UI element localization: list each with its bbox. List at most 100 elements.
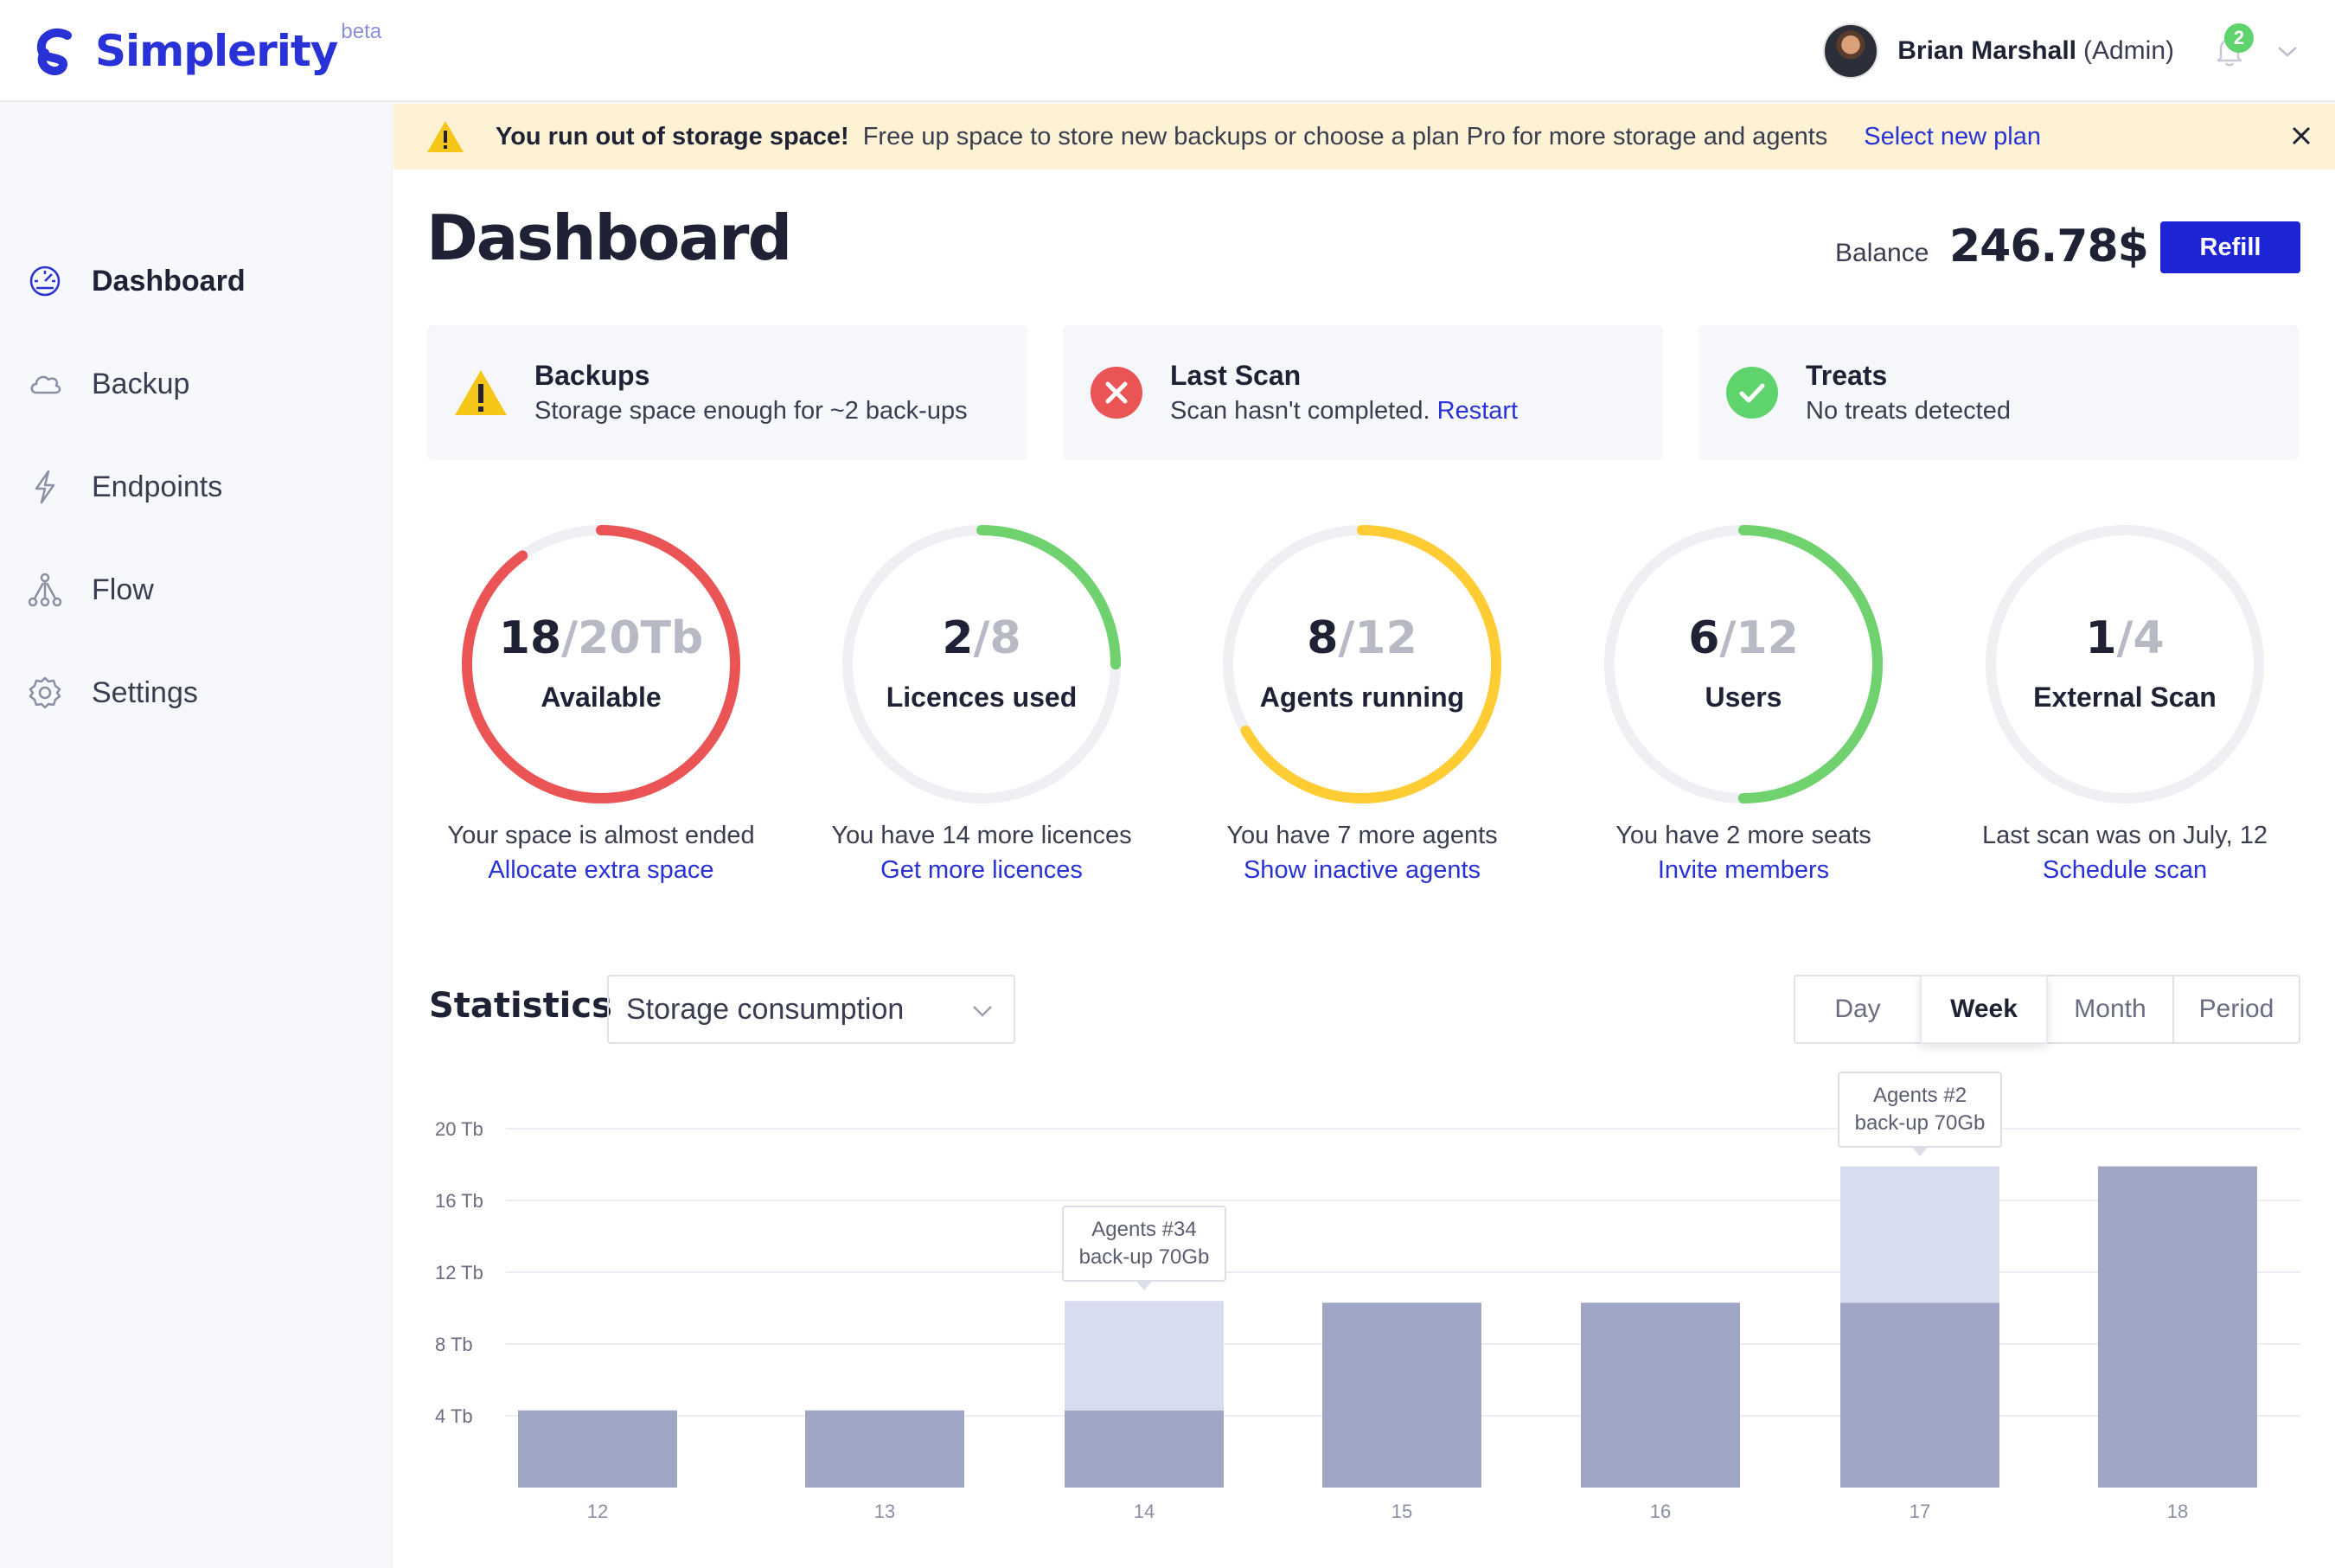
error-icon [1091,367,1142,419]
bar-14-series-1 [1065,1410,1224,1488]
alert-title: You run out of storage space! [496,122,849,150]
gauge-ring [1604,525,1883,803]
bar-14-series-2 [1065,1301,1224,1411]
gauge-num: 18 [498,612,562,664]
card-text: Scan hasn't completed. Restart [1170,397,1518,426]
sidebar-item-flow[interactable]: Flow [26,564,154,616]
y-tick-label: 16 Tb [435,1190,483,1212]
y-tick-label: 20 Tb [435,1118,483,1140]
avatar[interactable] [1823,23,1879,79]
user-menu[interactable]: Brian Marshall (Admin) 2 [1823,21,2300,81]
bar-16-series-1 [1581,1302,1740,1488]
bar-15-series-1 [1322,1302,1481,1488]
treats-card: Treats No treats detected [1698,325,2299,460]
statistics-title: Statistics [429,986,612,1026]
gauge-value: 1/4 [1978,612,2272,664]
cloud-icon [30,375,61,394]
lightning-icon [35,470,55,504]
simplerity-logo-icon [36,28,72,75]
close-icon[interactable] [2287,121,2316,150]
sidebar-item-dashboard[interactable]: Dashboard [26,255,246,307]
annotation-line: Agents #34 [1091,1218,1197,1242]
gauge-description: You have 2 more seats [1615,822,1871,849]
gauge-num: 8 [1307,612,1339,664]
gauge-num: 1 [2085,612,2117,664]
gauge-5: 1/4 External Scan [1978,517,2272,811]
gauge-description: You have 14 more licences [831,822,1132,849]
card-title: Last Scan [1170,360,1302,391]
notifications-button[interactable]: 2 [2210,23,2254,70]
x-tick-label: 12 [587,1501,608,1522]
sidebar-item-settings[interactable]: Settings [26,667,198,719]
top-bar: Simplerity beta Brian Marshall (Admin) 2 [0,0,2335,102]
card-title: Treats [1806,360,1888,391]
period-week[interactable]: Week [1920,975,2048,1044]
gauge-value: 8/12 [1215,612,1509,664]
warning-icon [455,370,507,415]
gauge-value: 6/12 [1596,612,1890,664]
x-tick-label: 18 [2167,1501,2188,1522]
gauge-label: Licences used [886,682,1078,713]
gauge-num: 2 [942,612,974,664]
period-day[interactable]: Day [1794,975,1922,1044]
x-tick-label: 17 [1910,1501,1930,1522]
annotation-line: back-up 70Gb [1854,1110,1986,1135]
metric-select-value: Storage consumption [626,992,905,1026]
select-plan-link[interactable]: Select new plan [1864,122,2042,150]
user-role: (Admin) [2082,36,2174,65]
sidebar-item-label: Endpoints [92,470,223,503]
gauge-1: 18/20Tb Available [454,517,748,811]
alert-message: Free up space to store new backups or ch… [862,122,1828,150]
card-text-body: Scan hasn't completed. [1170,397,1430,425]
gauge-ring [1223,525,1501,803]
bar-17-series-1 [1840,1302,1999,1488]
annotation-line: Agents #2 [1872,1083,1967,1107]
metric-select[interactable]: Storage consumption [607,975,1015,1044]
x-tick-label: 16 [1650,1501,1671,1522]
gauge-description: Last scan was on July, 12 [1982,822,2268,849]
card-text: No treats detected [1806,397,2011,425]
period-period[interactable]: Period [2172,975,2300,1044]
gauge-action-link[interactable]: Get more licences [880,856,1083,884]
gauge-denominator: /4 [2116,612,2165,664]
gauge-description: Your space is almost ended [447,822,755,849]
last-scan-card: Last Scan Scan hasn't completed. Restart [1063,325,1663,460]
sidebar-item-backup[interactable]: Backup [26,358,189,410]
refill-button[interactable]: Refill [2160,221,2300,273]
gauge-label: Available [541,682,662,713]
x-tick-label: 15 [1391,1501,1412,1522]
restart-link[interactable]: Restart [1436,397,1519,425]
warning-icon [427,121,464,152]
gauge-num: 6 [1688,612,1720,664]
balance-value: 246.78$ [1949,221,2149,272]
gauge-denominator: /20Tb [561,612,704,664]
gauge-action-link[interactable]: Schedule scan [2042,856,2208,884]
gauge-action-link[interactable]: Allocate extra space [488,856,714,884]
annotation-line: back-up 70Gb [1078,1245,1210,1270]
sidebar-item-label: Flow [92,573,154,606]
dashboard-icon [29,266,61,297]
notification-badge: 2 [2224,23,2254,53]
bar-18-series-1 [2098,1166,2257,1488]
gauge-denominator: /12 [1338,612,1417,664]
period-month[interactable]: Month [2046,975,2174,1044]
chevron-down-icon[interactable] [2274,38,2300,64]
sidebar: Dashboard Backup Endpoints Flow Settings [0,104,393,1568]
brand-name: Simplerity [95,26,338,76]
gauge-4: 6/12 Users [1596,517,1890,811]
sidebar-item-label: Settings [92,675,198,709]
balance-label: Balance [1835,239,1929,267]
gauge-3: 8/12 Agents running [1215,517,1509,811]
backups-card: Backups Storage space enough for ~2 back… [427,325,1027,460]
gauge-action-link[interactable]: Show inactive agents [1243,856,1481,884]
user-name: Brian Marshall [1897,36,2076,65]
card-title: Backups [534,360,650,391]
card-text: Storage space enough for ~2 back-ups [534,397,968,425]
gauge-action-link[interactable]: Invite members [1657,856,1830,884]
sidebar-item-endpoints[interactable]: Endpoints [26,461,222,513]
storage-alert: You run out of storage space! Free up sp… [393,104,2335,170]
gauge-ring [462,525,740,803]
logo[interactable]: Simplerity beta [35,20,381,76]
bar-17-series-2 [1840,1166,1999,1303]
page-title: Dashboard [426,202,792,274]
